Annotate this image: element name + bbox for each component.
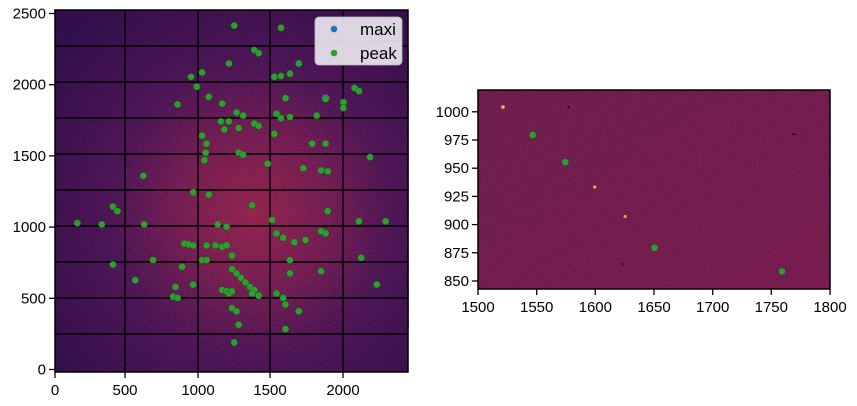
svg-text:0: 0 — [38, 362, 46, 379]
svg-text:2000: 2000 — [326, 382, 359, 399]
svg-text:maxi: maxi — [360, 20, 396, 39]
svg-text:925: 925 — [444, 188, 469, 205]
svg-text:2500: 2500 — [13, 6, 46, 23]
svg-text:1000: 1000 — [13, 219, 46, 236]
svg-text:1600: 1600 — [579, 299, 612, 316]
svg-text:1700: 1700 — [696, 299, 729, 316]
svg-text:1800: 1800 — [813, 299, 846, 316]
svg-text:1550: 1550 — [520, 299, 553, 316]
svg-text:1500: 1500 — [13, 148, 46, 165]
svg-text:1500: 1500 — [253, 382, 286, 399]
svg-text:peak: peak — [360, 44, 397, 63]
svg-text:975: 975 — [444, 132, 469, 149]
svg-text:2000: 2000 — [13, 77, 46, 94]
svg-text:900: 900 — [444, 217, 469, 234]
svg-text:1650: 1650 — [637, 299, 670, 316]
svg-text:1000: 1000 — [181, 382, 214, 399]
svg-text:500: 500 — [112, 382, 137, 399]
svg-text:1000: 1000 — [436, 104, 469, 121]
svg-text:0: 0 — [51, 382, 59, 399]
svg-text:850: 850 — [444, 273, 469, 290]
svg-text:875: 875 — [444, 245, 469, 262]
svg-text:1750: 1750 — [755, 299, 788, 316]
svg-text:950: 950 — [444, 160, 469, 177]
svg-text:500: 500 — [21, 290, 46, 307]
svg-text:1500: 1500 — [461, 299, 494, 316]
